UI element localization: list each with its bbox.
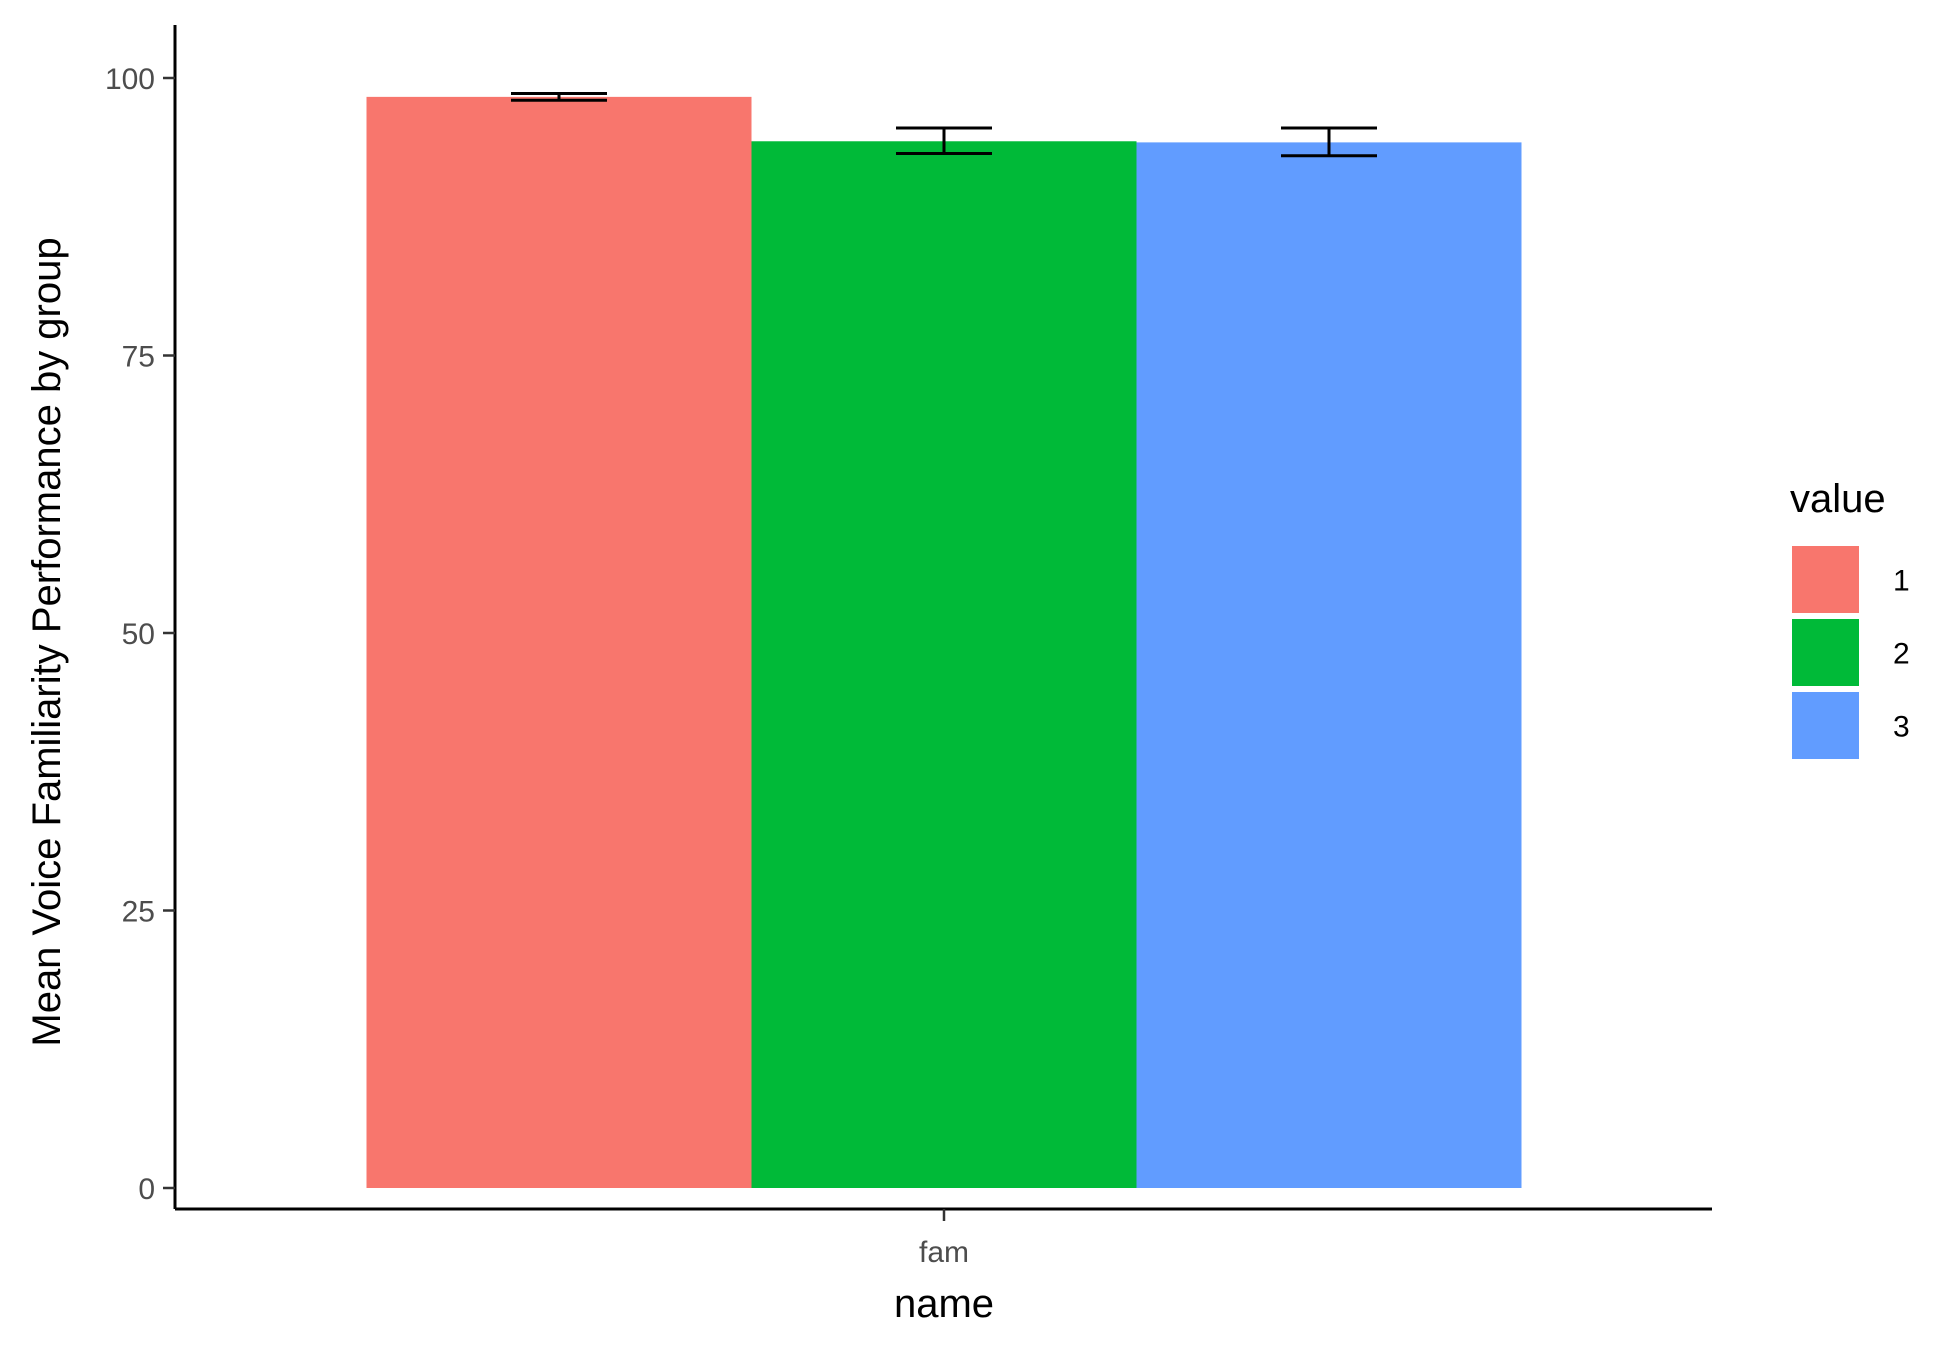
legend-label: 3 — [1893, 711, 1910, 744]
bars-layer — [366, 96, 1522, 1189]
legend-label: 1 — [1893, 565, 1910, 598]
bar-series-3 — [1136, 142, 1522, 1188]
y-tick-label: 25 — [122, 896, 155, 929]
x-ticks-layer: fam — [919, 1209, 969, 1269]
legend: value 1 2 3 — [1790, 477, 1910, 759]
x-axis-title: name — [894, 1282, 994, 1326]
y-tick-label: 75 — [122, 341, 155, 374]
legend-label: 2 — [1893, 638, 1910, 671]
legend-title: value — [1790, 477, 1886, 521]
bar-series-1 — [366, 96, 752, 1189]
y-ticks-layer: 0 25 50 75 100 — [105, 63, 175, 1206]
error-bars-layer — [511, 92, 1377, 158]
y-axis-title: Mean Voice Familiarity Performance by gr… — [25, 237, 69, 1046]
y-tick-label: 100 — [105, 63, 155, 96]
bar-series-2 — [751, 141, 1137, 1188]
y-tick-label: 0 — [138, 1173, 155, 1206]
legend-key-1 — [1792, 546, 1859, 613]
y-tick-label: 50 — [122, 618, 155, 651]
x-tick-label: fam — [919, 1236, 969, 1269]
legend-key-2 — [1792, 619, 1859, 686]
legend-key-3 — [1792, 692, 1859, 759]
